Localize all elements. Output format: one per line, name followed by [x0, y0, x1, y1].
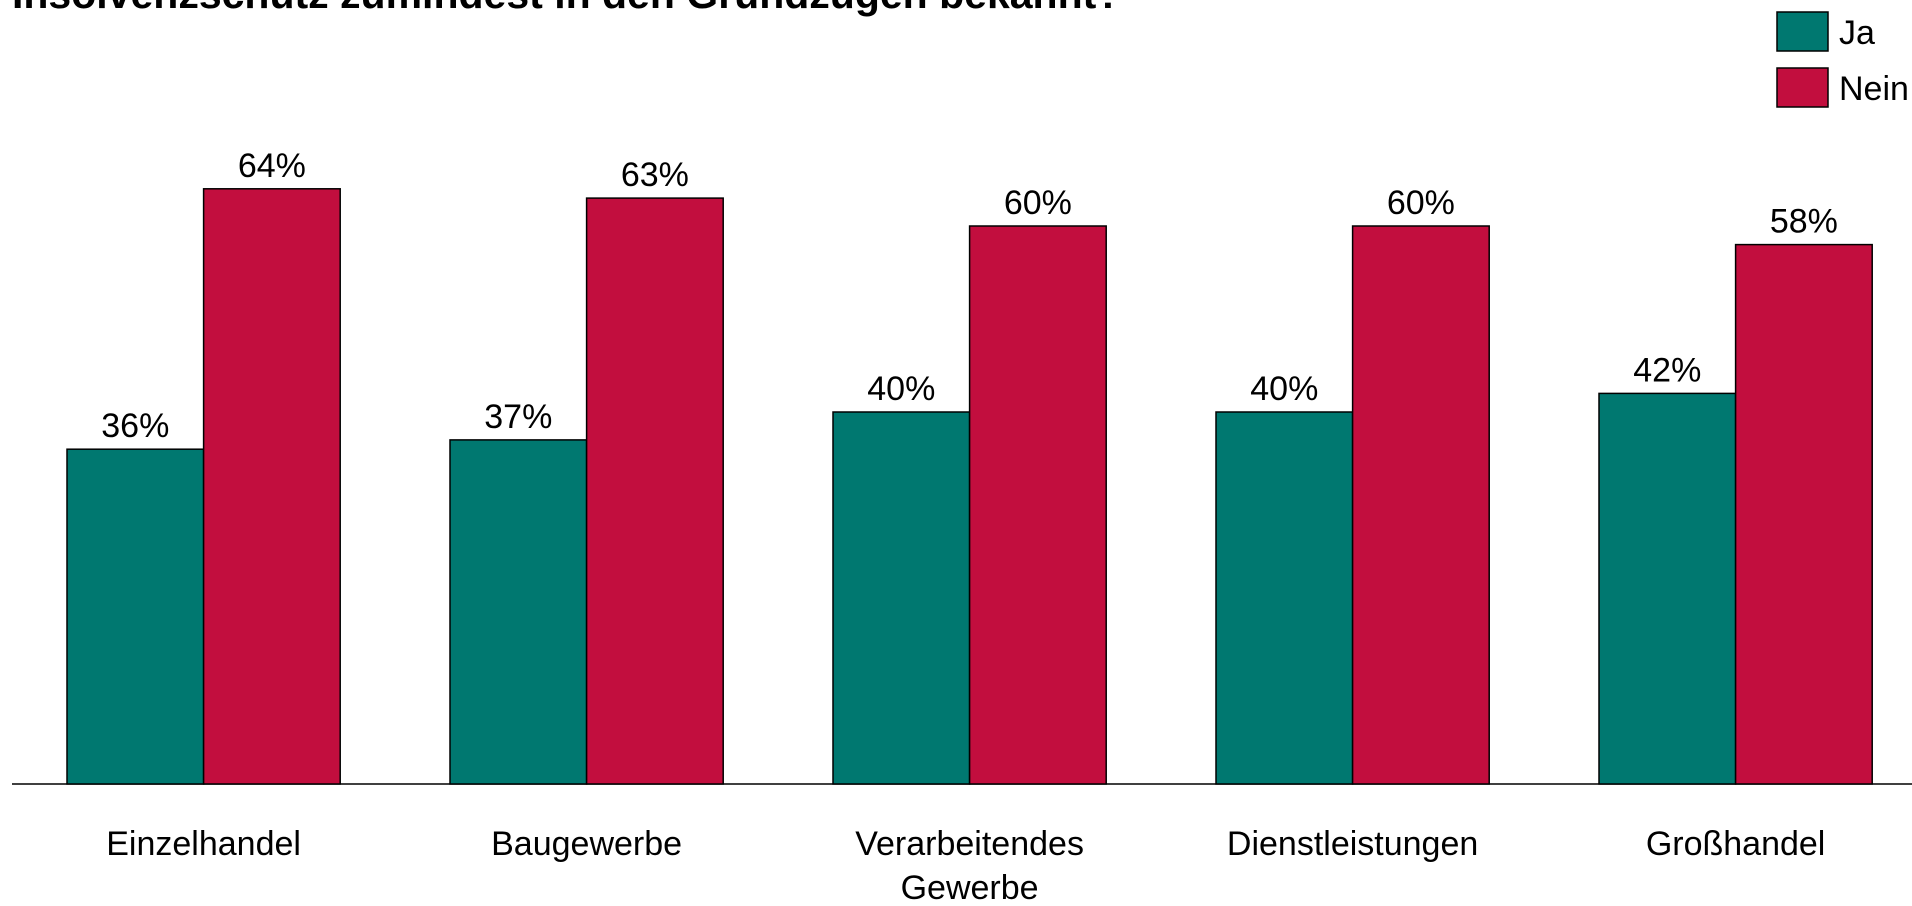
bar [832, 411, 971, 785]
x-tick-label: Baugewerbe [491, 825, 683, 863]
legend-swatch [1776, 67, 1829, 108]
legend-label: Ja [1839, 14, 1875, 52]
chart-title: Insolvenzschutz zumindest in den Grundzü… [12, 0, 1121, 17]
data-label: 40% [1250, 370, 1318, 408]
legend-label: Nein [1839, 70, 1909, 108]
x-tick-label: Großhandel [1645, 825, 1826, 863]
data-label: 64% [238, 147, 306, 185]
data-label: 42% [1633, 351, 1701, 389]
bar [1734, 243, 1873, 785]
x-tick-label: Dienstleistungen [1226, 825, 1479, 863]
data-label: 58% [1770, 203, 1838, 241]
data-label: 60% [1004, 184, 1072, 222]
bar [1351, 225, 1490, 785]
bar [968, 225, 1107, 785]
data-label: 40% [867, 370, 935, 408]
bar [1215, 411, 1354, 785]
x-tick-label: Verarbeitendes Gewerbe [855, 825, 1084, 906]
legend-swatch [1776, 11, 1829, 52]
bar [449, 439, 588, 785]
x-tick-label: Einzelhandel [106, 825, 301, 863]
bar [1598, 392, 1737, 785]
data-label: 63% [621, 156, 689, 194]
bar [585, 197, 724, 785]
data-label: 36% [101, 407, 169, 445]
data-label: 60% [1387, 184, 1455, 222]
data-label: 37% [484, 398, 552, 436]
bar [66, 448, 205, 785]
bar [202, 188, 341, 785]
